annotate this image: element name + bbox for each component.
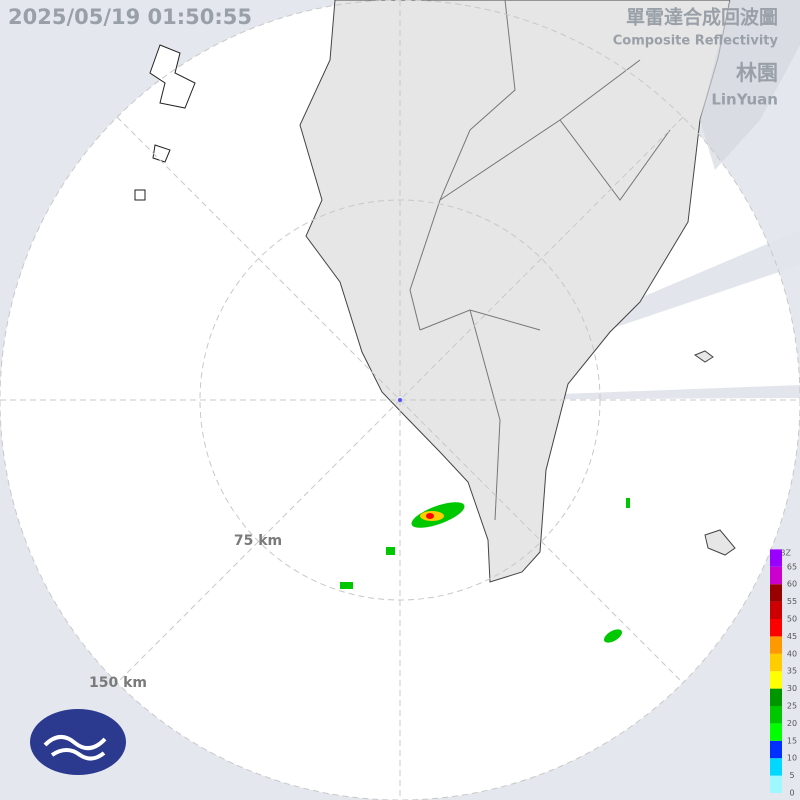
legend-tick: 20 xyxy=(787,719,797,728)
legend-swatch xyxy=(770,549,782,567)
legend-tick: 35 xyxy=(787,667,797,676)
legend-tick: 60 xyxy=(787,580,797,589)
legend-tick: 45 xyxy=(787,632,797,641)
legend-tick: 5 xyxy=(789,771,794,780)
legend-swatch xyxy=(770,740,782,759)
beam-blockage xyxy=(700,0,800,170)
legend-tick: 40 xyxy=(787,649,797,658)
title-en: Composite Reflectivity xyxy=(613,34,779,49)
legend-tick: 10 xyxy=(787,754,797,763)
legend-swatch xyxy=(770,566,782,585)
legend-swatch xyxy=(770,706,782,724)
county-borders xyxy=(409,0,671,521)
legend-swatch xyxy=(770,688,782,706)
timestamp: 2025/05/19 01:50:55 xyxy=(8,5,252,29)
legend-swatch xyxy=(770,723,782,741)
legend-tick: 0 xyxy=(789,789,794,798)
legend-swatch xyxy=(770,584,782,602)
legend-tick: 50 xyxy=(787,615,797,624)
legend-tick: 30 xyxy=(787,684,797,693)
legend-swatch xyxy=(770,619,782,637)
legend-swatch xyxy=(770,601,782,619)
land xyxy=(299,0,731,583)
legend-tick: 55 xyxy=(787,597,797,606)
island xyxy=(693,350,714,363)
legend-tick: 15 xyxy=(787,736,797,745)
legend-swatch xyxy=(770,671,782,689)
legend-unit: dBZ xyxy=(775,549,792,558)
echoes xyxy=(340,398,630,643)
legend-swatch xyxy=(770,636,782,654)
legend-swatch xyxy=(770,653,782,672)
station-en: LinYuan xyxy=(711,91,778,109)
logo xyxy=(30,709,126,775)
legend-tick: 25 xyxy=(787,702,797,711)
legend-swatch xyxy=(770,758,782,776)
island xyxy=(704,529,736,556)
legend-swatch xyxy=(770,775,782,793)
title-zh: 單雷達合成回波圖 xyxy=(626,6,778,29)
legend-tick: 65 xyxy=(787,562,797,571)
range-label: 75 km xyxy=(234,533,282,549)
color-legend: 0 5 10 15 20 25 30 35 40 45 50 55 60 65 xyxy=(770,549,797,798)
station-zh: 林園 xyxy=(736,61,778,85)
range-label: 150 km xyxy=(89,675,147,691)
